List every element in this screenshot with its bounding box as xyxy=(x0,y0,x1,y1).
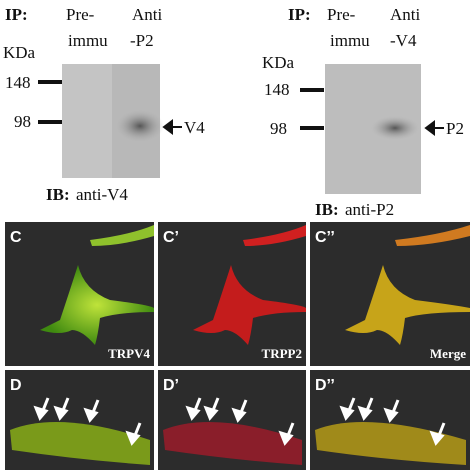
lane-label: immu xyxy=(330,31,370,50)
arrow xyxy=(424,120,444,136)
ib-antibody: anti-P2 xyxy=(345,200,394,219)
ib-label: IB: xyxy=(315,200,339,219)
panel-letter: C xyxy=(10,229,22,246)
marker: 98 xyxy=(14,112,31,131)
lane-label: Pre- xyxy=(66,5,95,24)
lane-label: Anti xyxy=(132,5,163,24)
panel-letter: D’’ xyxy=(315,377,335,394)
panel-row-c: C C’ C’’ TRPV4 TRPP2 Merge xyxy=(5,222,470,366)
panel-letter: D xyxy=(10,377,22,394)
blot-right: IP: Pre- immu Anti -V4 KDa 148 98 P2 IB:… xyxy=(262,5,464,219)
lane-label: Anti xyxy=(390,5,421,24)
panel-letter: D’ xyxy=(163,377,179,394)
arrow xyxy=(162,119,182,135)
cell xyxy=(345,265,470,345)
cell xyxy=(395,225,470,246)
band-label: V4 xyxy=(184,118,205,137)
marker: 148 xyxy=(5,73,31,92)
lane-label: immu xyxy=(68,31,108,50)
marker-bar xyxy=(300,88,324,92)
cell xyxy=(90,225,154,246)
panel-letter: C’ xyxy=(163,229,179,246)
lane-label: -V4 xyxy=(390,31,417,50)
lane-label: -P2 xyxy=(130,31,154,50)
unit: KDa xyxy=(262,53,295,72)
marker: 148 xyxy=(264,80,290,99)
cell xyxy=(193,265,306,345)
ip-label: IP: xyxy=(5,5,28,24)
marker: 98 xyxy=(270,119,287,138)
marker-bar xyxy=(38,120,62,124)
lane xyxy=(62,64,112,178)
band xyxy=(116,110,164,142)
cell xyxy=(40,265,154,345)
ib-antibody: anti-V4 xyxy=(76,185,128,204)
panel-caption: Merge xyxy=(430,346,466,361)
cell xyxy=(243,225,306,246)
ib-label: IB: xyxy=(46,185,70,204)
blot-left: IP: Pre- immu Anti -P2 KDa 148 98 V4 IB:… xyxy=(3,5,205,204)
band xyxy=(371,116,419,140)
lane-label: Pre- xyxy=(327,5,356,24)
cell xyxy=(10,422,150,465)
cell xyxy=(315,422,466,465)
band-label: P2 xyxy=(446,119,464,138)
cell xyxy=(163,422,302,465)
unit: KDa xyxy=(3,43,36,62)
ip-label: IP: xyxy=(288,5,311,24)
panel-letter: C’’ xyxy=(315,229,335,246)
marker-bar xyxy=(300,126,324,130)
marker-bar xyxy=(38,80,62,84)
panel-caption: TRPP2 xyxy=(262,346,302,361)
panel-caption: TRPV4 xyxy=(108,346,150,361)
arrows xyxy=(33,397,446,446)
panel-row-d: D D’ D’’ xyxy=(5,370,470,470)
